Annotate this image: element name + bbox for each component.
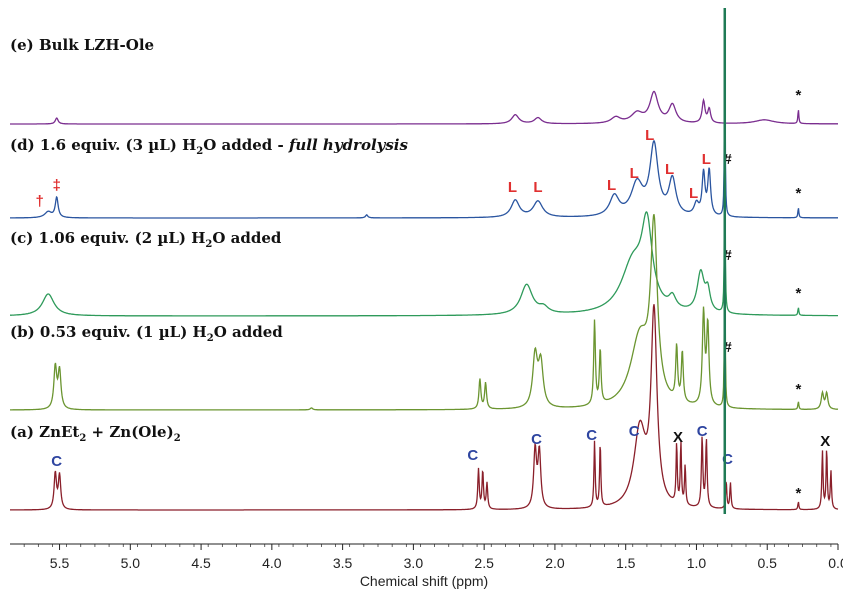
peak-marker: X <box>673 429 683 446</box>
peak-marker: C <box>531 431 542 448</box>
peak-marker: L <box>702 151 711 168</box>
peak-marker: * <box>795 485 801 502</box>
peak-marker: L <box>689 185 698 202</box>
peak-marker: * <box>795 87 801 104</box>
peak-marker: # <box>723 151 732 168</box>
spectra-traces <box>10 61 839 511</box>
x-tick-label: 4.5 <box>191 555 211 571</box>
spectrum-trace-b <box>10 213 839 411</box>
spectrum-trace-e <box>10 90 838 125</box>
trace-label-a: (a) ZnEt2 + Zn(Ole)2 <box>10 423 181 444</box>
x-tick-label: 0.5 <box>757 555 777 571</box>
x-tick-label: 3.0 <box>404 555 424 571</box>
x-tick-label: 2.5 <box>474 555 494 571</box>
peak-marker: L <box>607 177 616 194</box>
peak-marker: C <box>586 427 597 444</box>
trace-label-b: (b) 0.53 equiv. (1 µL) H2O added <box>10 323 283 344</box>
peak-marker: X <box>820 433 830 450</box>
peak-marker: † <box>36 193 44 210</box>
spectrum-trace-a <box>10 304 839 511</box>
x-tick-label: 4.0 <box>262 555 282 571</box>
peak-marker: # <box>723 247 732 264</box>
x-tick-label: 1.5 <box>616 555 636 571</box>
peak-marker: L <box>533 179 542 196</box>
peak-marker: C <box>722 451 733 468</box>
trace-label-e: (e) Bulk LZH-Ole <box>10 36 154 54</box>
x-tick-label: 3.5 <box>333 555 353 571</box>
spectrum-trace-d <box>10 61 838 219</box>
x-tick-label: 5.0 <box>121 555 141 571</box>
x-tick-label: 5.5 <box>50 555 70 571</box>
peak-marker: * <box>795 285 801 302</box>
x-tick-label: 0.0 <box>828 555 843 571</box>
peak-marker: * <box>795 381 801 398</box>
peak-marker: C <box>697 423 708 440</box>
x-axis: 5.5 5.0 4.5 4.0 3.5 3.0 2.5 2.0 1.5 1.0 0.5 0.0 Che… <box>10 543 843 589</box>
peak-marker: C <box>467 447 478 464</box>
trace-label-d: (d) 1.6 equiv. (3 µL) H2O added - full h… <box>10 136 409 157</box>
peak-marker: L <box>508 179 517 196</box>
x-axis-title: Chemical shift (ppm) <box>360 573 488 589</box>
trace-label-c: (c) 1.06 equiv. (2 µL) H2O added <box>10 229 282 250</box>
spectrum-trace-c <box>10 158 838 317</box>
peak-marker: L <box>630 165 639 182</box>
trace-labels: (e) Bulk LZH-Ole (d) 1.6 equiv. (3 µL) H2… <box>10 36 409 444</box>
x-tick-label: 2.0 <box>545 555 565 571</box>
peak-marker: # <box>723 339 732 356</box>
peak-marker: L <box>645 127 654 144</box>
peak-marker: C <box>629 423 640 440</box>
peak-marker: L <box>665 161 674 178</box>
peak-marker: ‡ <box>53 177 61 194</box>
x-axis-ticks: 5.5 5.0 4.5 4.0 3.5 3.0 2.5 2.0 1.5 1.0 0.5 0.0 <box>23 544 843 571</box>
x-tick-label: 1.0 <box>687 555 707 571</box>
peak-marker: * <box>795 185 801 202</box>
peak-marker: C <box>51 453 62 470</box>
